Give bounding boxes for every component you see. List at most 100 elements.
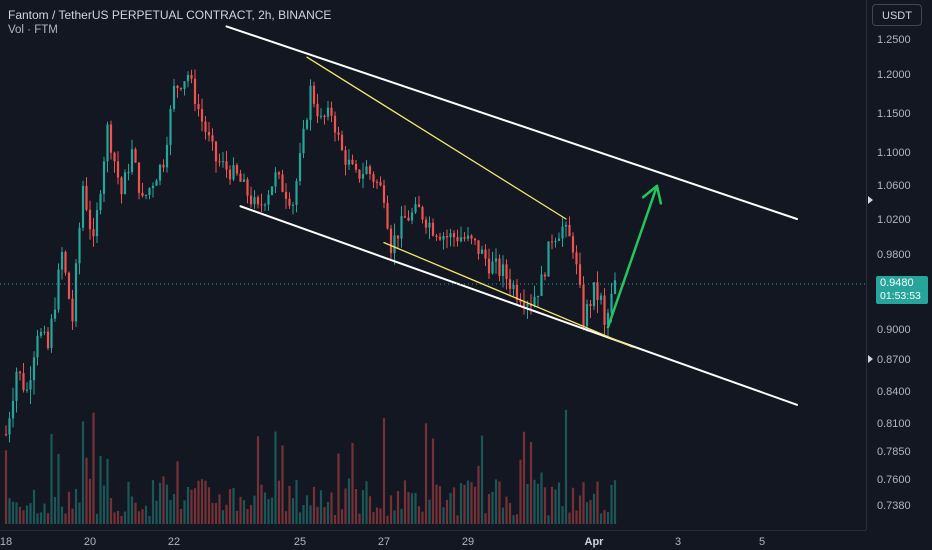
channel-lower-line[interactable] (239, 205, 798, 406)
y-tick-label: 0.7850 (877, 446, 911, 458)
candle-body (179, 88, 183, 90)
volume-bar (484, 513, 487, 524)
candle-body (316, 103, 319, 117)
candle-body (606, 312, 610, 325)
volume-bar (354, 489, 358, 524)
candle-body (463, 237, 466, 239)
currency-button[interactable]: USDT (872, 4, 922, 26)
axis-marker-icon (868, 196, 873, 204)
candle-body (561, 226, 564, 239)
candle-body (498, 258, 501, 276)
symbol-title[interactable]: Fantom / TetherUS PERPETUAL CONTRACT, 2h… (8, 8, 332, 22)
volume-bar (295, 479, 298, 524)
candle-body (442, 235, 445, 240)
volume-bars (4, 410, 617, 524)
volume-indicator-label[interactable]: Vol · FTM (8, 24, 58, 36)
volume-bar (137, 511, 141, 524)
candle-body (109, 124, 113, 153)
volume-bar (88, 478, 92, 524)
candle-body (277, 172, 281, 175)
volume-bar (564, 410, 568, 524)
candle-body (477, 240, 480, 254)
candle-body (214, 141, 218, 162)
candle-body (417, 204, 421, 208)
volume-bar (228, 489, 232, 524)
volume-bar (463, 484, 466, 524)
drawings[interactable] (225, 25, 798, 406)
candle-body (8, 418, 11, 435)
candle-body (176, 85, 179, 89)
candle-body (134, 149, 137, 163)
candle-body (407, 217, 410, 221)
target-arrow[interactable] (606, 184, 659, 329)
x-tick-label: 27 (378, 536, 390, 548)
volume-bar (515, 514, 519, 524)
volume-bar (25, 505, 29, 524)
volume-bar (270, 497, 274, 524)
volume-bar (613, 480, 617, 524)
candle-body (158, 164, 162, 181)
candle-body (428, 222, 431, 228)
candle-body (60, 252, 64, 270)
volume-bar (291, 498, 295, 524)
volume-bar (102, 485, 106, 524)
volume-bar (281, 445, 284, 524)
candle-body (508, 279, 512, 289)
candle-body (4, 434, 8, 436)
volume-bar (92, 412, 95, 524)
volume-bar (428, 499, 431, 524)
volume-bar (421, 511, 424, 524)
candle-body (393, 235, 396, 254)
candle-body (575, 252, 578, 265)
candle-body (319, 115, 323, 117)
volume-bar (312, 486, 316, 524)
price-axis[interactable]: 1.2500 1.2000 1.1500 1.1000 1.0600 1.0200 0.98… (866, 0, 911, 530)
wedge-upper-line[interactable] (306, 56, 567, 220)
volume-bar (200, 479, 204, 524)
x-tick-label: 22 (168, 536, 180, 548)
volume-bar (585, 502, 589, 524)
candle-body (414, 204, 417, 213)
volume-bar (15, 502, 18, 524)
volume-bar (410, 493, 414, 524)
channel-upper-line[interactable] (225, 25, 798, 220)
volume-bar (347, 478, 351, 524)
axis-marker-icon (868, 355, 873, 363)
candle-body (270, 186, 274, 195)
volume-bar (610, 484, 613, 524)
candle-body (568, 224, 571, 237)
candle-body (232, 165, 235, 180)
candle-body (22, 373, 25, 391)
candle-body (599, 295, 603, 301)
candle-body (183, 81, 186, 89)
candle-body (589, 304, 592, 307)
candle-body (396, 235, 400, 239)
candle-body (410, 212, 414, 221)
volume-bar (169, 500, 172, 524)
candle-body (375, 181, 379, 183)
y-tick-label: 0.8700 (877, 354, 911, 366)
candle-body (400, 216, 403, 239)
volume-bar (242, 500, 246, 524)
candle-body (113, 152, 116, 162)
wedge-lower-line[interactable] (383, 241, 634, 348)
volume-bar (81, 421, 85, 524)
volume-bar (501, 507, 505, 524)
candle-body (127, 172, 130, 174)
candle-body (571, 236, 575, 253)
volume-bar (596, 481, 599, 524)
volume-bar (218, 494, 221, 524)
time-axis[interactable]: 18 20 22 25 27 29 Apr 3 5 (0, 530, 866, 549)
candle-body (326, 107, 330, 117)
x-tick-label: 18 (0, 536, 12, 548)
volume-bar (400, 508, 403, 524)
candle-body (585, 304, 589, 327)
volume-bar (162, 476, 165, 524)
volume-bar (361, 490, 365, 524)
volume-bar (340, 509, 344, 524)
volume-bar (536, 483, 540, 524)
volume-bar (64, 513, 67, 524)
volume-bar (512, 515, 515, 524)
volume-bar (18, 506, 22, 524)
